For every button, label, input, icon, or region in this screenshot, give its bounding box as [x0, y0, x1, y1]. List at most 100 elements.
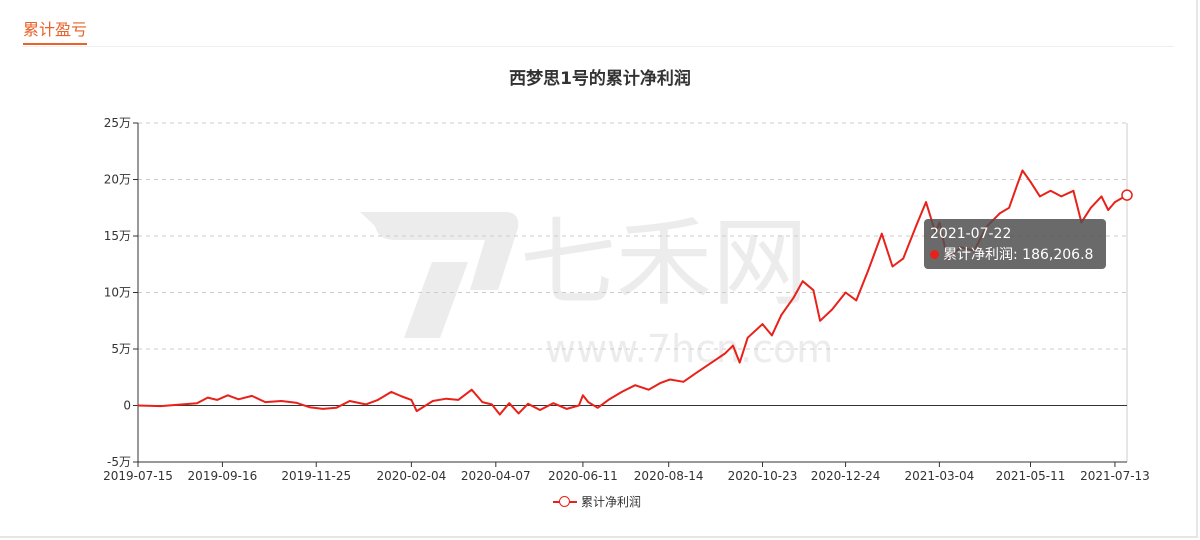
data-point-38	[596, 406, 599, 409]
x-tick-label: 2020-10-23	[728, 469, 798, 483]
data-point-18	[390, 391, 393, 393]
data-point-13	[322, 408, 324, 410]
legend[interactable]: 累计净利润	[553, 492, 641, 510]
x-tick-label: 2021-07-13	[1080, 469, 1150, 483]
data-point-59	[831, 308, 833, 311]
data-point-28	[499, 413, 501, 416]
data-point-27	[490, 403, 493, 406]
data-point-75	[1008, 206, 1010, 209]
data-point-44	[669, 378, 671, 381]
data-point-19	[401, 395, 403, 398]
data-point-58	[819, 319, 821, 322]
data-point-81	[1060, 195, 1063, 198]
data-point-57	[812, 289, 815, 292]
data-point-8	[251, 395, 253, 397]
data-point-20	[410, 399, 413, 401]
tooltip-series: 累计净利润	[943, 247, 1013, 263]
x-tick-label: 2021-05-11	[996, 469, 1066, 483]
data-point-12	[308, 406, 311, 408]
data-point-45	[682, 380, 685, 383]
tooltip-date: 2021-07-22	[930, 226, 1012, 242]
data-point-76	[1016, 184, 1018, 186]
x-tick-label: 2019-07-15	[103, 469, 173, 483]
data-point-47	[710, 361, 713, 364]
data-point-64	[891, 265, 894, 268]
watermark-url: www.7hcn.com	[545, 327, 833, 371]
data-point-22	[432, 400, 434, 402]
data-point-60	[844, 291, 847, 294]
x-tick-label: 2020-02-04	[377, 469, 447, 483]
data-point-84	[1090, 206, 1092, 209]
data-point-36	[582, 394, 584, 397]
data-point-11	[295, 401, 297, 404]
watermark-logo-icon	[360, 212, 519, 338]
data-point-10	[280, 400, 283, 402]
data-point-33	[552, 402, 555, 405]
data-point-86	[1107, 209, 1110, 211]
data-point-25	[470, 388, 473, 391]
data-point-26	[481, 401, 484, 403]
data-point-42	[647, 388, 650, 391]
data-point-52	[761, 323, 764, 325]
tooltip-value: 186,206.8	[1022, 247, 1094, 263]
data-point-55	[792, 297, 795, 299]
hover-point[interactable]	[1121, 189, 1133, 201]
data-point-15	[348, 400, 351, 402]
x-tick-label: 2020-04-07	[461, 469, 531, 483]
y-tick-label: 25万	[104, 116, 131, 130]
data-point-85	[1100, 195, 1103, 198]
watermark-brand: 七禾网	[520, 207, 808, 319]
data-point-37	[587, 401, 590, 403]
data-point-2	[178, 403, 181, 406]
data-point-77	[1021, 169, 1024, 172]
x-tick-label: 2019-11-25	[281, 469, 351, 483]
data-point-62	[867, 269, 870, 271]
data-point-66	[915, 223, 918, 226]
data-point-23	[445, 397, 448, 400]
data-point-74	[998, 212, 1001, 215]
data-point-4	[206, 396, 209, 399]
data-point-79	[1039, 195, 1041, 198]
data-point-9	[264, 401, 267, 403]
x-tick-label: 2019-09-16	[188, 469, 258, 483]
data-point-80	[1049, 190, 1052, 192]
x-tick-label: 2020-06-11	[548, 469, 618, 483]
data-point-53	[771, 334, 773, 337]
watermark: 七禾网 www.7hcn.com	[360, 207, 833, 371]
data-point-32	[539, 409, 541, 411]
tooltip-dot-icon	[930, 250, 939, 259]
y-tick-label: 20万	[104, 173, 131, 187]
data-point-5	[216, 399, 218, 401]
tooltip: 2021-07-22 累计净利润: 186,206.8	[924, 219, 1106, 269]
data-point-17	[377, 399, 379, 401]
data-point-1	[159, 405, 162, 407]
y-tick-label: -5万	[107, 455, 131, 469]
data-point-21	[415, 410, 418, 412]
data-point-16	[365, 403, 367, 406]
legend-line-circle-icon	[553, 494, 577, 508]
data-point-30	[517, 412, 520, 415]
data-point-41	[634, 384, 636, 386]
data-point-34	[566, 408, 568, 410]
data-point-56	[801, 280, 804, 283]
data-point-65	[902, 257, 905, 260]
tooltip-row: 累计净利润: 186,206.8	[930, 245, 1100, 265]
data-point-50	[738, 361, 741, 364]
data-point-78	[1029, 180, 1032, 183]
y-tick-label: 0	[123, 399, 131, 413]
x-axis-ticks: 2019-07-15 2019-09-16 2019-11-25 2020-02-04…	[103, 462, 1150, 483]
x-tick-label: 2020-08-14	[634, 469, 704, 483]
data-point-6	[226, 394, 229, 397]
y-tick-label: 15万	[104, 229, 131, 243]
data-point-39	[607, 399, 610, 401]
data-point-40	[620, 391, 623, 393]
data-point-0	[137, 404, 139, 407]
panel-title: 累计盈亏	[23, 20, 88, 45]
data-point-67	[925, 201, 927, 203]
data-point-49	[732, 344, 734, 347]
data-point-14	[335, 406, 338, 409]
data-point-29	[508, 402, 511, 405]
data-point-3	[196, 402, 198, 405]
data-point-35	[578, 404, 580, 407]
